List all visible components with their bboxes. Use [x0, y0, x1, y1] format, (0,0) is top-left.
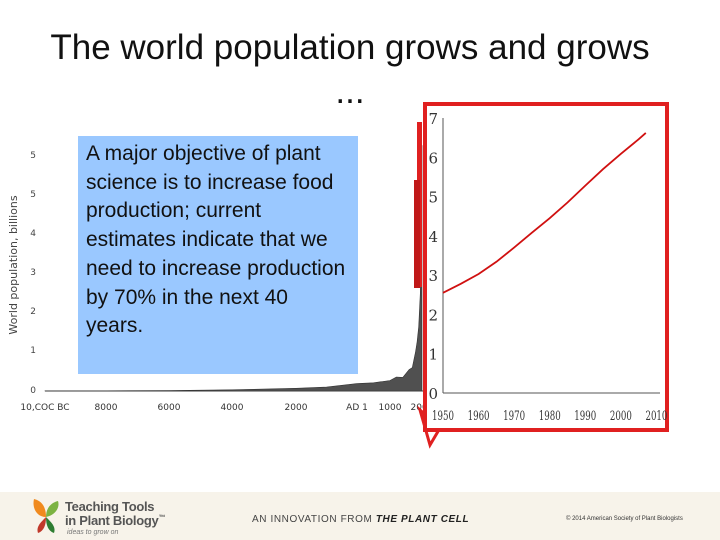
- inset-x-tick-label: 1970: [503, 409, 525, 424]
- x-tick-label: 1000: [379, 403, 402, 413]
- inset-y-tick-label: 2: [428, 306, 438, 324]
- leaf-logo-icon: [33, 499, 59, 533]
- innovation-source: THE PLANT CELL: [375, 514, 470, 525]
- y-tick-label: 2: [30, 307, 36, 317]
- copyright-text: © 2014 American Society of Plant Biologi…: [566, 516, 683, 522]
- logo-line-1: Teaching Tools: [65, 499, 155, 514]
- callout-text-box: A major objective of plant science is to…: [78, 136, 358, 374]
- logo-line-2: in Plant Biology™: [65, 513, 165, 528]
- inset-x-tick-label: 1980: [539, 409, 561, 424]
- highlight-bar: [414, 180, 420, 288]
- inset-y-tick-label: 6: [428, 149, 438, 167]
- y-tick-label: 3: [30, 268, 36, 278]
- innovation-prefix: AN INNOVATION FROM: [252, 514, 376, 525]
- y-tick-label: 5: [30, 190, 36, 200]
- x-tick-label: 4000: [221, 403, 244, 413]
- x-tick-label: 6000: [158, 403, 181, 413]
- y-tick-label: 0: [30, 386, 36, 396]
- inset-y-tick-label: 3: [428, 267, 438, 285]
- inset-x-tick-label: 1990: [574, 409, 596, 424]
- inset-y-tick-label: 5: [428, 189, 438, 207]
- inset-x-tick-label: 1950: [432, 409, 454, 424]
- y-tick-label: 5: [30, 151, 36, 161]
- logo-trademark: ™: [158, 514, 166, 522]
- x-tick-label: 2000: [285, 403, 308, 413]
- inset-y-tick-label: 1: [428, 346, 438, 364]
- inset-x-tick-label: 1960: [468, 409, 490, 424]
- x-tick-label: 8000: [95, 403, 118, 413]
- footer-bar: [0, 492, 720, 540]
- logo-tagline: ideas to grow on: [67, 529, 119, 536]
- y-tick-label: 1: [30, 346, 36, 356]
- slide-title: The world population grows and grows ...: [50, 28, 650, 111]
- x-tick-label: AD 1: [346, 403, 368, 413]
- inset-x-tick-label: 2010: [645, 409, 667, 424]
- x-tick-label: 2003: [411, 403, 434, 413]
- inset-x-tick-label: 2000: [610, 409, 632, 424]
- inset-population-line: [442, 132, 647, 294]
- inset-y-tick-label: 4: [428, 228, 438, 246]
- innovation-text: AN INNOVATION FROM THE PLANT CELL: [252, 514, 469, 525]
- x-tick-label: 10,COC BC: [20, 403, 69, 413]
- logo-line-2-text: in Plant Biology: [65, 513, 159, 528]
- inset-y-tick-label: 7: [428, 110, 438, 128]
- inset-frame: [423, 102, 669, 432]
- y-tick-label: 4: [30, 229, 36, 239]
- inset-y-tick-label: 0: [428, 385, 438, 403]
- y-axis-label: World population, billions: [7, 195, 20, 334]
